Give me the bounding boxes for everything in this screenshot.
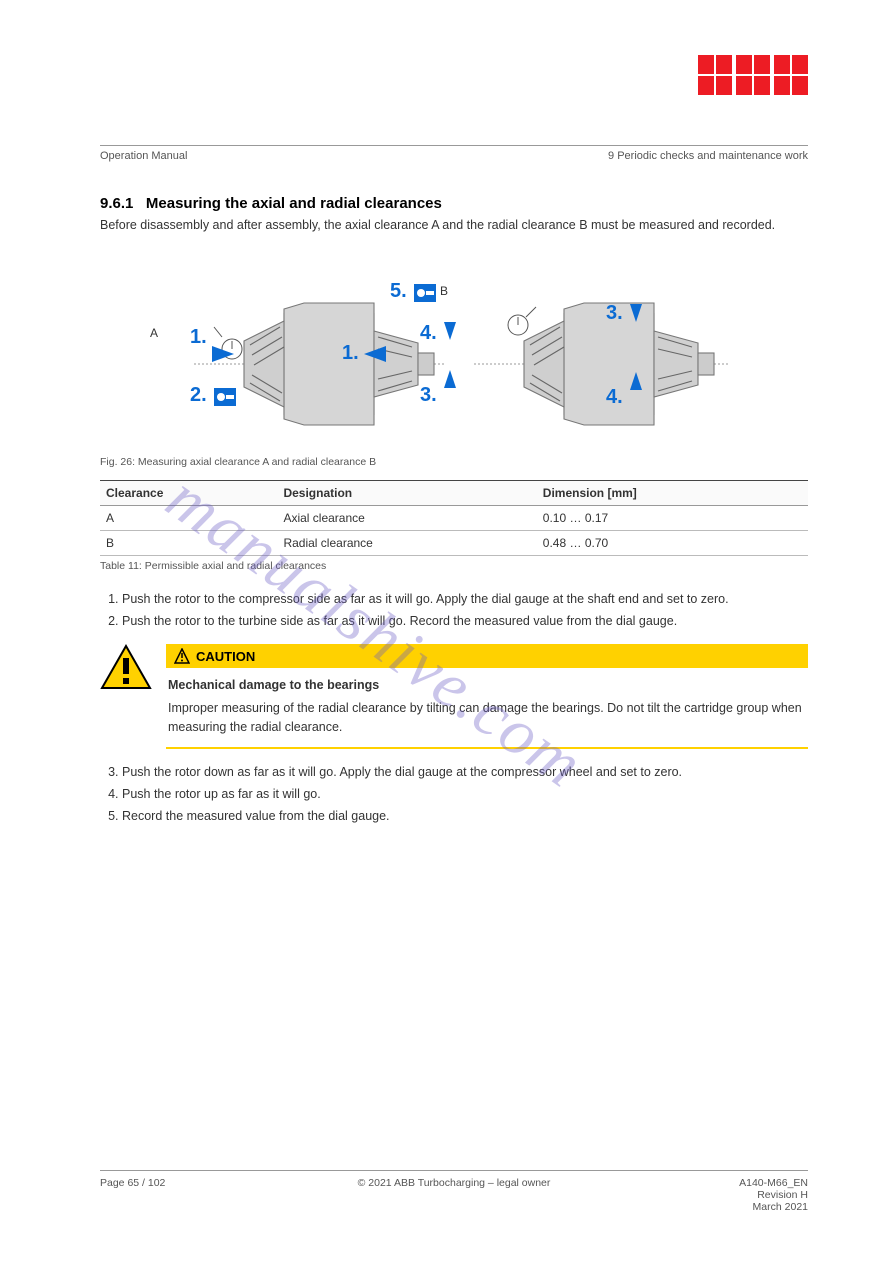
footer-date: March 2021 — [648, 1201, 808, 1213]
diagram-svg — [174, 251, 734, 441]
warning-triangle-icon — [100, 644, 152, 690]
section-heading: 9.6.1 Measuring the axial and radial cle… — [100, 195, 808, 212]
section-title: Measuring the axial and radial clearance… — [146, 195, 442, 212]
header-right: 9 Periodic checks and maintenance work — [608, 150, 808, 162]
header-left: Operation Manual — [100, 150, 187, 162]
gauge-icon — [214, 388, 236, 406]
cell: Axial clearance — [277, 506, 536, 531]
list-item: Record the measured value from the dial … — [122, 807, 808, 825]
th-designation: Designation — [277, 481, 536, 506]
brand-logo — [698, 55, 808, 102]
caution-bar: CAUTION — [166, 644, 808, 668]
cell: 0.10 … 0.17 — [537, 506, 808, 531]
callout-3-right-top: 3. — [606, 302, 623, 325]
footer-right: A140-M66_EN Revision H March 2021 — [648, 1177, 808, 1213]
steps-axial: Push the rotor to the compressor side as… — [100, 590, 808, 630]
clearance-diagram: 1. A 2. 1. 5. B 4. 3. 3. 4. — [100, 246, 808, 446]
footer-page: Page 65 / 102 — [100, 1177, 260, 1213]
arrow-up-icon — [444, 370, 456, 388]
table-caption: Table 11: Permissible axial and radial c… — [100, 560, 808, 572]
steps-radial: Push the rotor down as far as it will go… — [100, 763, 808, 825]
cell: 0.48 … 0.70 — [537, 531, 808, 556]
th-dimension: Dimension [mm] — [537, 481, 808, 506]
arrow-up-icon-2 — [630, 372, 642, 390]
footer-rev: Revision H — [648, 1189, 808, 1201]
gauge-icon-2 — [414, 284, 436, 302]
cell: A — [100, 506, 277, 531]
arrow-down-icon-2 — [630, 304, 642, 322]
list-item: Push the rotor to the compressor side as… — [122, 590, 808, 608]
arrow-right-icon — [212, 346, 234, 362]
clearance-table: Clearance Designation Dimension [mm] A A… — [100, 480, 808, 556]
table-header-row: Clearance Designation Dimension [mm] — [100, 481, 808, 506]
footer-doc: A140-M66_EN — [648, 1177, 808, 1189]
section-intro: Before disassembly and after assembly, t… — [100, 218, 808, 232]
caution-heading: Mechanical damage to the bearings — [168, 676, 806, 695]
callout-1-left: 1. — [190, 326, 207, 349]
figure-caption: Fig. 26: Measuring axial clearance A and… — [100, 456, 808, 468]
callout-3-bottom: 3. — [420, 384, 437, 407]
abb-logo-icon — [698, 55, 808, 97]
label-B: B — [440, 284, 448, 298]
cell: Radial clearance — [277, 531, 536, 556]
page-root: Operation Manual 9 Periodic checks and m… — [0, 0, 893, 1263]
caution-text: Mechanical damage to the bearings Improp… — [166, 668, 808, 748]
arrow-left-icon — [364, 346, 386, 362]
section-number: 9.6.1 — [100, 195, 133, 212]
callout-4-right-bottom: 4. — [606, 386, 623, 409]
callout-5: 5. — [390, 280, 407, 303]
caution-block: CAUTION Mechanical damage to the bearing… — [100, 644, 808, 748]
th-clearance: Clearance — [100, 481, 277, 506]
page-header: Operation Manual 9 Periodic checks and m… — [100, 145, 808, 162]
table-row: A Axial clearance 0.10 … 0.17 — [100, 506, 808, 531]
list-item: Push the rotor to the turbine side as fa… — [122, 612, 808, 630]
callout-4-top: 4. — [420, 322, 437, 345]
caution-strip: CAUTION Mechanical damage to the bearing… — [166, 644, 808, 748]
callout-1-right: 1. — [342, 342, 359, 365]
table-row: B Radial clearance 0.48 … 0.70 — [100, 531, 808, 556]
caution-body: Improper measuring of the radial clearan… — [168, 701, 802, 734]
footer-copyright: © 2021 ABB Turbocharging – legal owner — [260, 1177, 648, 1213]
arrow-down-icon — [444, 322, 456, 340]
list-item: Push the rotor down as far as it will go… — [122, 763, 808, 781]
caution-bar-triangle-icon — [174, 648, 190, 664]
content-body: 9.6.1 Measuring the axial and radial cle… — [100, 195, 808, 829]
label-A: A — [150, 326, 158, 340]
list-item: Push the rotor up as far as it will go. — [122, 785, 808, 803]
page-footer: Page 65 / 102 © 2021 ABB Turbocharging –… — [100, 1170, 808, 1213]
callout-2: 2. — [190, 384, 207, 407]
caution-label: CAUTION — [196, 649, 255, 664]
cell: B — [100, 531, 277, 556]
